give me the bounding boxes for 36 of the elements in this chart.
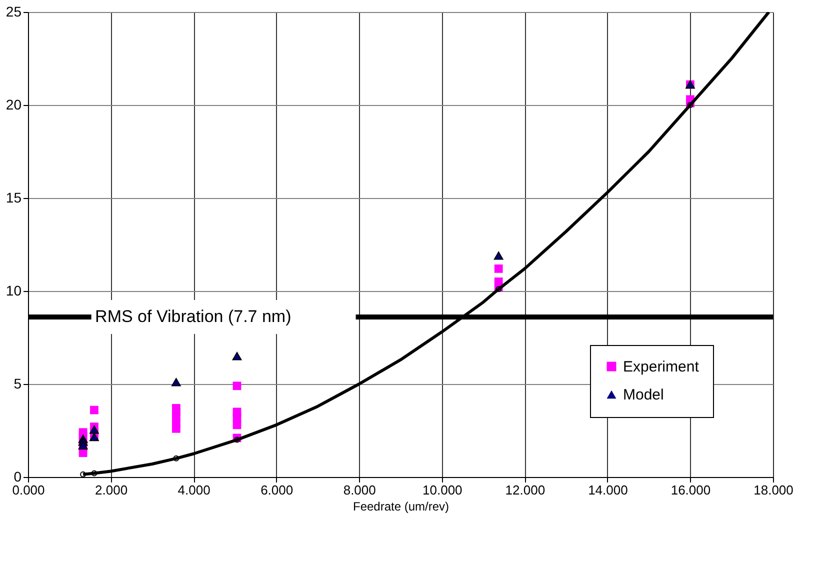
x-tick-label: 8.000 (343, 482, 376, 498)
point (172, 404, 180, 412)
point (496, 286, 502, 292)
x-tick-label: 0.000 (12, 482, 45, 498)
point (173, 455, 180, 462)
point (80, 471, 86, 478)
x-tick-label: 18.000 (754, 482, 794, 498)
point (494, 264, 503, 273)
point (78, 428, 88, 437)
ref-line-label: RMS of Vibration (7.7 nm) (95, 307, 292, 326)
y-tick-label: 15 (6, 190, 22, 206)
x-tick-label: 10.000 (422, 482, 462, 498)
point (232, 420, 242, 430)
legend-label: Model (623, 386, 664, 404)
point (90, 406, 98, 414)
x-tick-label: 6.000 (260, 482, 294, 498)
y-tick-label: 0 (14, 468, 22, 484)
legend-label: Experiment (623, 358, 700, 376)
y-tick-label: 10 (6, 282, 22, 298)
x-tick-label: 2.000 (95, 482, 128, 498)
y-tick-label: 20 (6, 96, 22, 112)
x-tick-label: 4.000 (178, 482, 210, 498)
point (494, 252, 504, 260)
point (171, 378, 181, 386)
x-tick-label: 16.000 (670, 482, 711, 498)
x-tick-label: 14.000 (588, 482, 628, 498)
x-tick-label: 12.000 (505, 482, 546, 498)
point (232, 352, 242, 360)
x-axis-title: Feedrate (um/rev) (352, 500, 450, 514)
y-tick-label: 25 (6, 4, 22, 20)
point (687, 102, 694, 108)
point (232, 382, 242, 390)
point (234, 436, 240, 443)
y-tick-label: 5 (14, 376, 22, 392)
point (91, 470, 98, 476)
point (90, 425, 99, 434)
